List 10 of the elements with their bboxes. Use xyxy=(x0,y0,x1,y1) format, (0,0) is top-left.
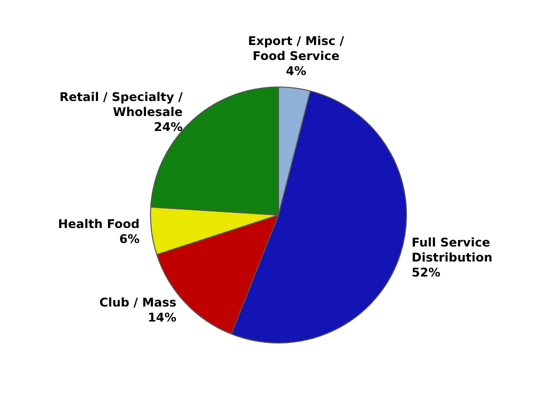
slice-label: Health Food xyxy=(58,217,140,232)
slice-label: Retail / Specialty / Wholesale xyxy=(60,90,184,120)
data-label: 6% xyxy=(119,232,140,246)
slice-label: Export / Misc / Food Service xyxy=(248,34,345,64)
data-label: 24% xyxy=(154,120,183,134)
data-label: 14% xyxy=(148,310,176,324)
slice-label: Club / Mass xyxy=(99,295,176,310)
data-label: 52% xyxy=(412,265,440,280)
data-label: 4% xyxy=(286,64,306,78)
slice-label: Full Service Distribution xyxy=(412,235,492,264)
